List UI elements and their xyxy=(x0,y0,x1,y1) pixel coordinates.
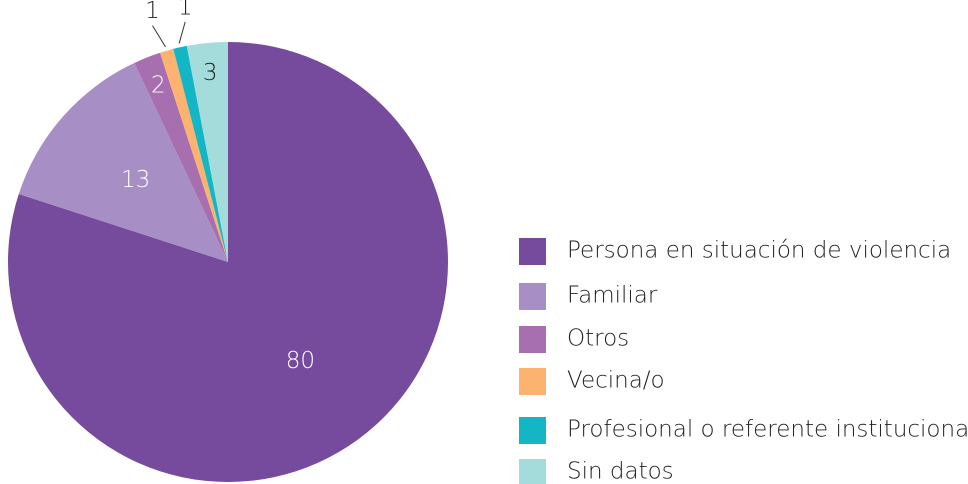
legend-label: Otros xyxy=(567,326,629,352)
legend-label: Vecina/o xyxy=(567,368,665,394)
value-label: 2 xyxy=(151,73,166,99)
legend-swatch xyxy=(519,283,546,310)
value-label: 80 xyxy=(286,348,315,374)
leader-line xyxy=(152,25,166,48)
legend-label: Profesional o referente institucional xyxy=(567,417,968,443)
legend-label: Familiar xyxy=(567,283,658,309)
pie-slice xyxy=(173,45,228,262)
legend-swatch xyxy=(519,238,546,265)
pie-slice xyxy=(160,48,228,262)
legend-swatch xyxy=(519,326,546,353)
legend-swatch xyxy=(519,459,546,484)
pie-slice xyxy=(134,52,228,263)
value-label: 13 xyxy=(121,167,150,193)
legend-label: Sin datos xyxy=(567,459,674,484)
legend-label: Persona en situación de violencia xyxy=(567,238,951,264)
value-label: 1 xyxy=(145,0,160,24)
legend-swatch xyxy=(519,417,546,444)
pie-slice xyxy=(18,62,229,262)
value-label: 1 xyxy=(178,0,193,20)
pie-slice xyxy=(186,42,228,262)
value-label: 3 xyxy=(203,60,218,86)
legend-swatch xyxy=(519,368,546,395)
leader-line xyxy=(178,21,186,44)
